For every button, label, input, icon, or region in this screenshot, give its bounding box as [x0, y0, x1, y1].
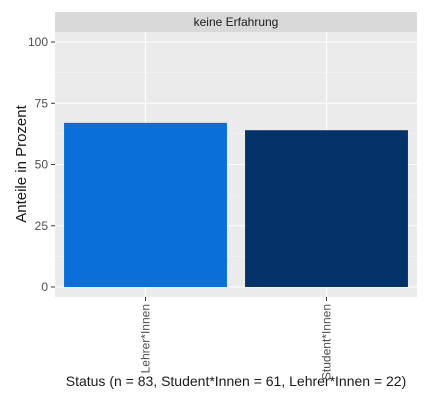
y-tick-label: 75 [35, 96, 49, 110]
x-tick-label: Lehrer*Innen [139, 304, 153, 373]
x-axis-label: Status (n = 83, Student*Innen = 61, Lehr… [66, 373, 407, 389]
y-tick-label: 50 [35, 158, 49, 172]
y-axis-ticks: 0 25 50 75 100 [28, 35, 55, 294]
x-tick-label: Student*Innen [320, 304, 334, 380]
y-tick-label: 100 [28, 35, 48, 49]
y-axis-label: Anteile in Prozent [13, 104, 30, 222]
y-tick-label: 0 [41, 280, 48, 294]
facet-strip [55, 12, 417, 32]
y-tick-label: 25 [35, 219, 49, 233]
bar-1 [64, 122, 227, 287]
bar-2 [245, 130, 408, 287]
x-axis-ticks: Lehrer*Innen Student*Innen [139, 297, 334, 380]
bars [64, 122, 408, 287]
facet-label: keine Erfahrung [194, 15, 279, 29]
